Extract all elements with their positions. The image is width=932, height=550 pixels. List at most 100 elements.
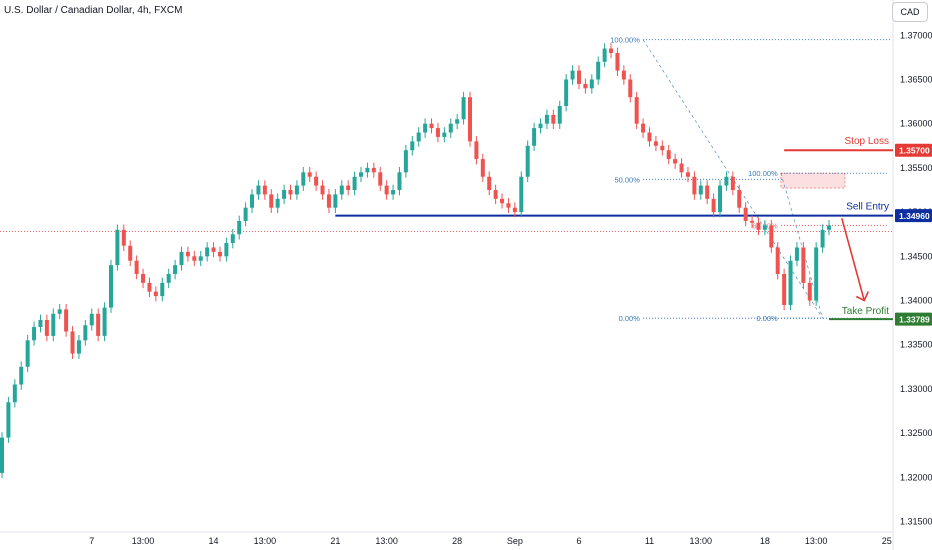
x-tick-label: 14	[209, 536, 219, 546]
candle	[64, 309, 69, 332]
candle	[583, 83, 588, 89]
candle	[442, 132, 447, 137]
y-tick-label: 1.33000	[900, 384, 932, 394]
candle	[333, 194, 338, 208]
y-tick-label: 1.31500	[900, 517, 932, 527]
candle	[653, 141, 658, 146]
x-tick-label: 13:00	[254, 536, 277, 546]
candle	[807, 282, 812, 301]
candle	[429, 123, 434, 129]
price-tag	[895, 143, 932, 157]
candle	[115, 229, 120, 266]
x-tick-label: 18	[760, 536, 770, 546]
candle	[19, 366, 24, 385]
candle	[32, 327, 37, 341]
candle	[230, 234, 235, 244]
candle	[602, 48, 607, 62]
candle	[480, 159, 485, 177]
candle	[525, 145, 530, 177]
candle	[51, 313, 56, 336]
candle	[211, 247, 216, 252]
candle	[83, 325, 88, 341]
candle	[70, 331, 75, 354]
candle	[493, 190, 498, 199]
candle	[141, 274, 146, 283]
candle	[166, 274, 171, 283]
x-tick-label: Sep	[507, 536, 523, 546]
candle	[589, 79, 594, 89]
fib-level-label: 100.00%	[748, 169, 778, 178]
candle	[6, 402, 11, 438]
candle	[615, 52, 620, 71]
price-tag	[895, 312, 932, 326]
candle	[500, 198, 505, 204]
price-tag-label: 1.35700	[899, 146, 930, 156]
y-tick-label: 1.32000	[900, 472, 932, 482]
candle	[217, 251, 222, 257]
candle	[384, 185, 389, 195]
candle	[365, 167, 370, 173]
candle	[660, 145, 665, 151]
candle	[724, 176, 729, 186]
candle	[256, 185, 261, 195]
candle	[76, 340, 81, 354]
candle	[448, 123, 453, 133]
candle	[198, 256, 203, 261]
candle	[160, 282, 165, 297]
candle	[262, 185, 267, 195]
y-tick-label: 1.36500	[900, 74, 932, 84]
fib-trend-line	[780, 173, 823, 319]
candle	[801, 247, 806, 283]
candle	[698, 185, 703, 195]
x-tick-label: 7	[89, 536, 94, 546]
candle	[307, 172, 312, 177]
candle	[391, 190, 396, 195]
candle	[570, 70, 575, 80]
candle	[346, 185, 351, 190]
x-tick-label: 13:00	[805, 536, 828, 546]
candle	[711, 198, 716, 213]
level-label: Stop Loss	[845, 136, 889, 147]
candle	[538, 123, 543, 129]
candle	[378, 172, 383, 186]
y-tick-label: 1.32500	[900, 428, 932, 438]
chart-title: U.S. Dollar / Canadian Dollar, 4h, FXCM	[4, 5, 183, 16]
candle	[121, 229, 126, 246]
x-tick-label: 13:00	[375, 536, 398, 546]
candle	[44, 319, 49, 336]
candle	[506, 203, 511, 208]
candle	[769, 225, 774, 248]
candle	[301, 172, 306, 186]
candle	[185, 251, 190, 257]
candle	[352, 176, 357, 190]
price-tag	[895, 209, 932, 223]
x-tick-label: 13:00	[132, 536, 155, 546]
candle	[288, 190, 293, 195]
candle	[827, 225, 831, 230]
candle	[359, 172, 364, 177]
candle	[673, 159, 678, 164]
candle	[205, 247, 210, 257]
candle	[243, 207, 248, 221]
candle	[89, 313, 94, 326]
candle	[467, 97, 472, 142]
candle	[814, 247, 819, 301]
candle	[474, 141, 479, 160]
candle	[685, 172, 690, 177]
y-tick-label: 1.37000	[900, 30, 932, 40]
candle	[12, 384, 17, 403]
candle	[532, 128, 537, 146]
stop-loss-zone	[780, 172, 846, 189]
candle	[0, 437, 4, 473]
fib-level-label: 50.00%	[614, 175, 640, 184]
x-tick-label: 11	[645, 536, 654, 546]
level-label: Sell Entry	[846, 202, 889, 213]
candle	[762, 225, 767, 230]
candle	[820, 229, 825, 248]
candle	[282, 190, 287, 199]
candle	[25, 340, 30, 367]
candle	[397, 172, 402, 190]
currency-button[interactable]: CAD	[892, 2, 928, 22]
candle	[416, 132, 421, 142]
